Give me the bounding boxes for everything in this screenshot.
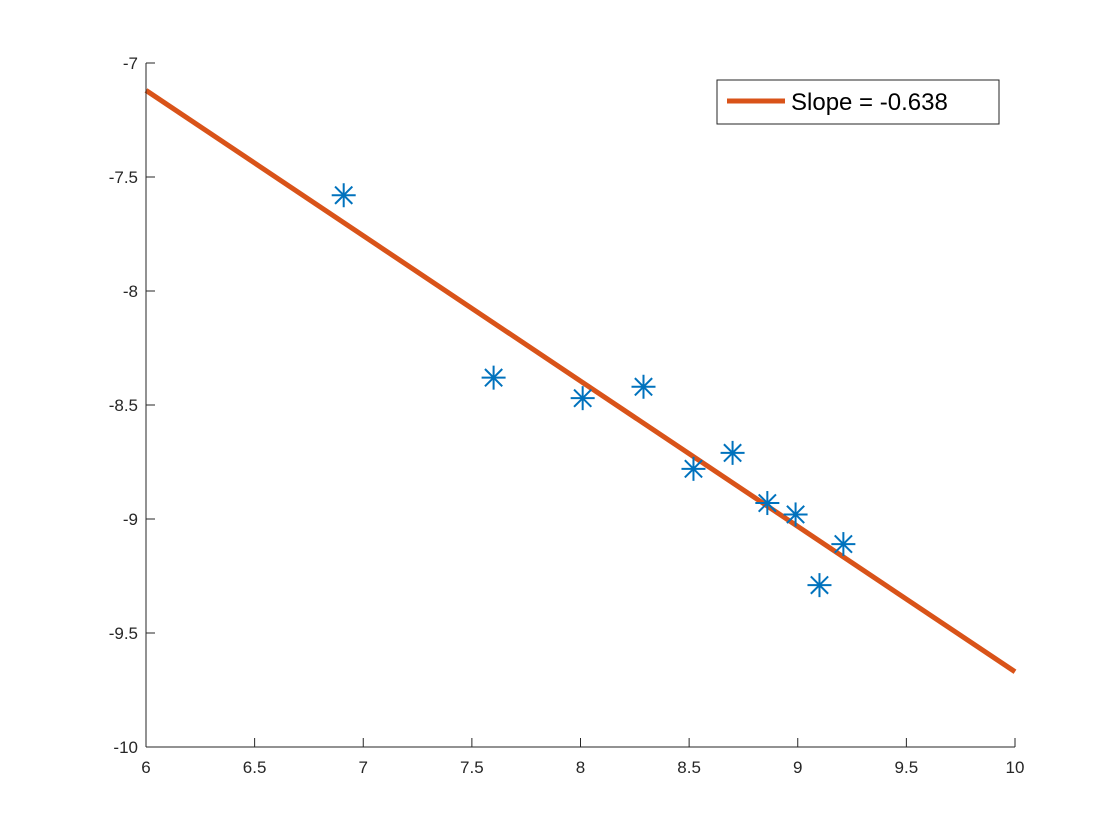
data-point <box>720 440 745 465</box>
x-axis-ticks: 6 6.5 7 7.5 8 8.5 9 9.5 10 <box>141 738 1024 777</box>
y-tick-label: -9.5 <box>109 624 138 643</box>
x-tick-label: 9 <box>793 758 802 777</box>
y-tick-label: -7 <box>123 54 138 73</box>
x-tick-label: 7 <box>359 758 368 777</box>
y-tick-label: -7.5 <box>109 168 138 187</box>
data-point <box>631 374 656 399</box>
data-points-layer <box>331 183 856 598</box>
plot-area <box>146 63 1015 747</box>
data-point <box>481 365 506 390</box>
x-tick-label: 6.5 <box>243 758 267 777</box>
data-point <box>807 573 832 598</box>
legend-label-fit-line: Slope = -0.638 <box>791 89 948 116</box>
x-tick-label: 7.5 <box>460 758 484 777</box>
x-tick-label: 10 <box>1006 758 1025 777</box>
x-tick-label: 8 <box>576 758 585 777</box>
y-tick-label: -10 <box>113 738 138 757</box>
data-point <box>831 532 856 557</box>
y-tick-label: -8.5 <box>109 396 138 415</box>
x-tick-label: 8.5 <box>677 758 701 777</box>
data-point <box>331 183 356 208</box>
fit-line <box>144 88 1017 674</box>
y-tick-label: -9 <box>123 510 138 529</box>
x-tick-label: 9.5 <box>895 758 919 777</box>
y-tick-label: -8 <box>123 282 138 301</box>
y-axis-ticks: -7 -7.5 -8 -8.5 -9 -9.5 -10 <box>109 54 155 757</box>
data-point <box>681 456 706 481</box>
legend: Slope = -0.638 <box>716 79 1000 125</box>
x-tick-label: 6 <box>141 758 150 777</box>
data-point <box>755 491 780 516</box>
fit-line-layer <box>144 88 1017 674</box>
data-point <box>570 386 595 411</box>
data-point <box>783 502 808 527</box>
